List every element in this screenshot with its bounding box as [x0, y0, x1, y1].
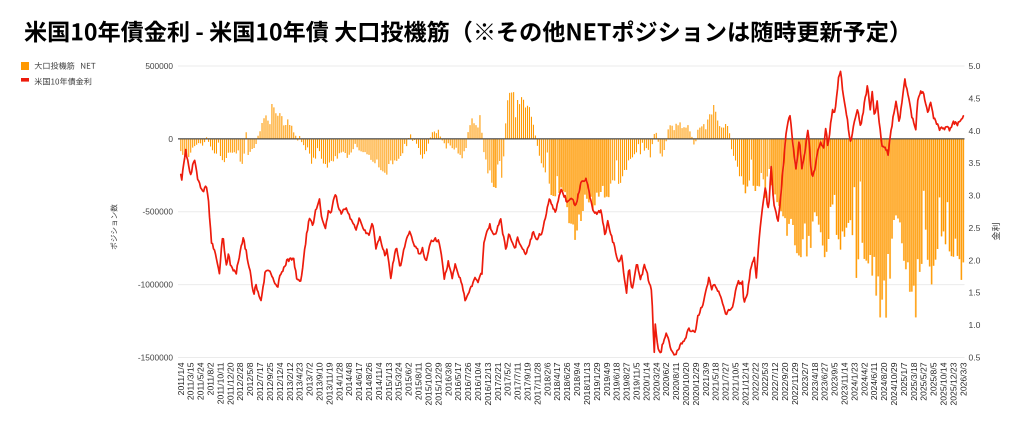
svg-text:2025/12/23: 2025/12/23 — [948, 362, 958, 405]
svg-text:5.0: 5.0 — [969, 61, 981, 71]
svg-text:2021/5/18: 2021/5/18 — [711, 362, 721, 400]
svg-text:2016/10/4: 2016/10/4 — [473, 362, 483, 400]
svg-text:2012/2/28: 2012/2/28 — [235, 362, 245, 400]
svg-text:2017/11/28: 2017/11/28 — [532, 362, 542, 405]
svg-text:2024/1/23: 2024/1/23 — [849, 362, 859, 400]
svg-text:2013/2/12: 2013/2/12 — [285, 362, 295, 400]
svg-text:-1000000: -1000000 — [138, 280, 173, 290]
svg-text:3.5: 3.5 — [969, 158, 981, 168]
svg-text:2020/1/14: 2020/1/14 — [641, 362, 651, 400]
svg-text:2024/8/20: 2024/8/20 — [879, 362, 889, 400]
svg-text:2016/7/26: 2016/7/26 — [463, 362, 473, 400]
svg-text:2015/1/13: 2015/1/13 — [384, 362, 394, 400]
svg-text:2026/3/3: 2026/3/3 — [958, 362, 968, 396]
svg-text:2012/5/8: 2012/5/8 — [245, 362, 255, 396]
svg-text:2012/7/17: 2012/7/17 — [255, 362, 265, 400]
svg-text:1.0: 1.0 — [969, 320, 981, 330]
svg-text:2025/10/14: 2025/10/14 — [939, 362, 949, 405]
svg-text:2019/11/5: 2019/11/5 — [631, 362, 641, 400]
svg-text:2015/3/24: 2015/3/24 — [394, 362, 404, 400]
svg-text:2018/6/26: 2018/6/26 — [562, 362, 572, 400]
svg-text:2024/4/2: 2024/4/2 — [859, 362, 869, 396]
svg-text:2023/11/14: 2023/11/14 — [839, 362, 849, 405]
svg-text:2014/8/26: 2014/8/26 — [364, 362, 374, 400]
svg-text:-1500000: -1500000 — [138, 352, 173, 362]
svg-text:2022/9/20: 2022/9/20 — [780, 362, 790, 400]
svg-text:2011/10/11: 2011/10/11 — [215, 362, 225, 404]
svg-text:2011/8/2: 2011/8/2 — [206, 362, 216, 395]
svg-text:2012/9/25: 2012/9/25 — [265, 362, 275, 400]
svg-text:2019/6/18: 2019/6/18 — [612, 362, 622, 400]
svg-text:2015/8/11: 2015/8/11 — [414, 362, 424, 400]
svg-text:2023/4/18: 2023/4/18 — [810, 362, 820, 400]
svg-text:2023/9/5: 2023/9/5 — [830, 362, 840, 396]
svg-text:2024/6/11: 2024/6/11 — [869, 362, 879, 400]
svg-text:3.0: 3.0 — [969, 191, 981, 201]
svg-text:4.5: 4.5 — [969, 93, 981, 103]
svg-text:2020/10/20: 2020/10/20 — [681, 362, 691, 405]
svg-text:2025/5/27: 2025/5/27 — [919, 362, 929, 400]
svg-text:2022/2/22: 2022/2/22 — [750, 362, 760, 400]
svg-text:2017/2/21: 2017/2/21 — [493, 362, 503, 400]
svg-text:2020/6/2: 2020/6/2 — [661, 362, 671, 396]
svg-text:2014/11/4: 2014/11/4 — [374, 362, 384, 400]
svg-text:2015/12/29: 2015/12/29 — [433, 362, 443, 405]
svg-text:2.0: 2.0 — [969, 255, 981, 265]
svg-text:4.0: 4.0 — [969, 126, 981, 136]
svg-text:2019/4/9: 2019/4/9 — [602, 362, 612, 396]
svg-text:2024/10/29: 2024/10/29 — [889, 362, 899, 405]
svg-text:2014/4/8: 2014/4/8 — [344, 362, 354, 396]
svg-text:2020/8/11: 2020/8/11 — [671, 362, 681, 400]
svg-text:2017/7/11: 2017/7/11 — [513, 362, 523, 400]
svg-text:0.5: 0.5 — [969, 352, 981, 362]
svg-text:2015/6/2: 2015/6/2 — [404, 362, 414, 396]
svg-text:2018/4/17: 2018/4/17 — [552, 362, 562, 400]
svg-text:-500000: -500000 — [143, 207, 174, 217]
svg-text:2016/12/13: 2016/12/13 — [483, 362, 493, 405]
svg-text:2025/1/7: 2025/1/7 — [899, 362, 909, 396]
svg-text:2019/8/27: 2019/8/27 — [622, 362, 632, 400]
svg-text:2014/6/17: 2014/6/17 — [354, 362, 364, 400]
svg-text:2016/5/17: 2016/5/17 — [453, 362, 463, 400]
svg-text:2016/3/8: 2016/3/8 — [443, 362, 453, 396]
svg-text:2019/1/29: 2019/1/29 — [592, 362, 602, 400]
svg-text:2020/3/24: 2020/3/24 — [651, 362, 661, 400]
svg-text:2021/12/14: 2021/12/14 — [740, 362, 750, 405]
svg-text:2022/5/3: 2022/5/3 — [760, 362, 770, 396]
svg-text:2018/2/6: 2018/2/6 — [542, 362, 552, 396]
svg-text:2011/12/20: 2011/12/20 — [225, 362, 235, 405]
svg-text:2025/8/5: 2025/8/5 — [929, 362, 939, 396]
svg-text:2021/3/9: 2021/3/9 — [701, 362, 711, 396]
svg-text:2.5: 2.5 — [969, 223, 981, 233]
svg-text:2018/11/13: 2018/11/13 — [582, 362, 592, 405]
svg-text:2018/9/4: 2018/9/4 — [572, 362, 582, 396]
svg-text:2011/1/4: 2011/1/4 — [176, 362, 186, 395]
svg-text:2017/5/2: 2017/5/2 — [503, 362, 513, 396]
svg-text:2011/5/24: 2011/5/24 — [196, 362, 206, 400]
svg-text:2023/6/27: 2023/6/27 — [820, 362, 830, 400]
svg-text:500000: 500000 — [145, 61, 173, 71]
svg-text:2014/1/28: 2014/1/28 — [334, 362, 344, 400]
svg-text:2022/11/29: 2022/11/29 — [790, 362, 800, 405]
svg-text:0: 0 — [168, 134, 173, 144]
svg-text:2012/12/4: 2012/12/4 — [275, 362, 285, 400]
svg-text:2021/10/5: 2021/10/5 — [731, 362, 741, 400]
svg-text:2013/7/2: 2013/7/2 — [305, 362, 315, 396]
svg-text:2020/12/29: 2020/12/29 — [691, 362, 701, 405]
svg-text:2011/3/15: 2011/3/15 — [186, 362, 196, 400]
svg-text:2015/10/20: 2015/10/20 — [423, 362, 433, 405]
svg-text:2023/2/7: 2023/2/7 — [800, 362, 810, 396]
svg-text:1.5: 1.5 — [969, 288, 981, 298]
svg-text:2013/11/19: 2013/11/19 — [324, 362, 334, 405]
svg-text:2013/4/23: 2013/4/23 — [295, 362, 305, 400]
svg-text:2022/7/12: 2022/7/12 — [770, 362, 780, 400]
svg-text:2021/7/27: 2021/7/27 — [721, 362, 731, 400]
svg-text:2025/3/18: 2025/3/18 — [909, 362, 919, 400]
svg-text:2017/9/19: 2017/9/19 — [523, 362, 533, 400]
svg-text:2013/9/10: 2013/9/10 — [314, 362, 324, 400]
